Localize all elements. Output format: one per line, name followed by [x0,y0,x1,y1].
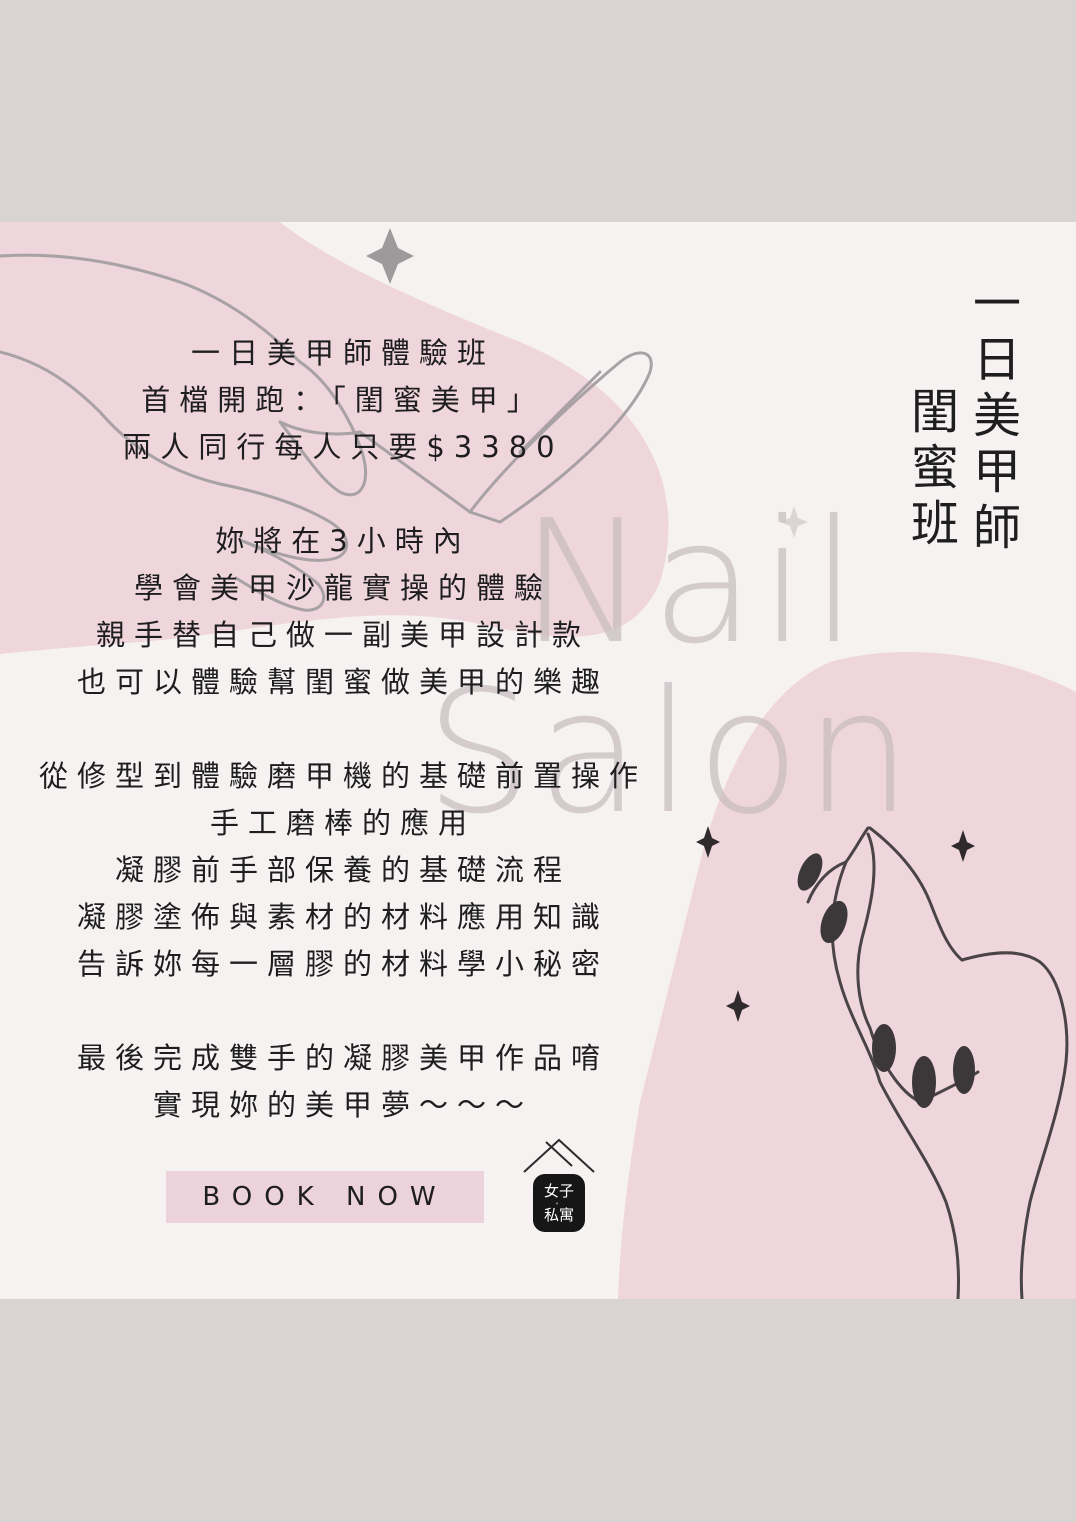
closing-line: 實現妳的美甲夢～～～ [152,1088,533,1122]
intro-line: 妳將在3小時內 [215,524,471,558]
vertical-title-col-2: 閨蜜班 [902,386,958,554]
course-line: 手工磨棒的應用 [209,806,476,840]
watermark-salon: Salon [425,654,917,852]
poster: Nail Salon 一日美甲師 閨蜜班 一日美甲師體驗班 首檔開跑：「閨蜜美甲… [0,222,1076,1299]
logo-dot: 。 [555,1199,562,1206]
intro-line: 親手替自己做一副美甲設計款 [95,618,590,652]
sparkle-icon [951,830,975,862]
nail-icon [953,1046,975,1094]
sparkle-icon [726,990,750,1022]
watermark-nail: Nail [520,484,862,682]
nail-icon [797,853,823,891]
nail-icon [912,1056,936,1108]
course-line: 凝膠塗佈與素材的材料應用知識 [76,900,609,934]
sparkle-icon [696,826,720,858]
intro-line: 也可以體驗幫閨蜜做美甲的樂趣 [76,665,609,699]
course-line: 凝膠前手部保養的基礎流程 [114,853,571,887]
pink-blob-bottom [618,652,1076,1299]
brand-logo: 女子 。 私寓 [524,1140,594,1240]
nail-icon [820,900,848,944]
logo-text-line-2: 私寓 [543,1206,574,1224]
headline-line: 首檔開跑：「閨蜜美甲」 [141,383,545,417]
nail-icon [872,1024,896,1072]
logo-text-line-1: 女子 [543,1182,574,1200]
sparkle-icon [366,228,414,284]
spacer [0,471,686,518]
logo-badge: 女子 。 私寓 [533,1174,585,1232]
intro-line: 學會美甲沙龍實操的體驗 [133,571,552,605]
course-line: 從修型到體驗磨甲機的基礎前置操作 [38,759,647,793]
hand-with-brush-illustration [0,253,653,612]
logo-roof [523,1138,595,1173]
spacer [0,988,686,1035]
vertical-title: 一日美甲師 閨蜜班 [902,278,1020,558]
course-line: 告訴妳每一層膠的材料學小秘密 [76,947,609,981]
closing-line: 最後完成雙手的凝膠美甲作品唷 [76,1041,609,1075]
pink-blob-top [0,222,669,654]
spacer [0,706,686,753]
decoration-layer [0,222,1076,1299]
hand-with-nails-illustration [797,826,1069,1299]
headline-line: 一日美甲師體驗班 [190,336,495,370]
book-now-button[interactable]: BOOK NOW [166,1171,484,1223]
headline-line: 兩人同行每人只要$3380 [122,430,564,464]
body-text: 一日美甲師體驗班 首檔開跑：「閨蜜美甲」 兩人同行每人只要$3380 妳將在3小… [0,330,686,1129]
vertical-title-col-1: 一日美甲師 [964,278,1020,558]
sparkle-icon [780,506,808,538]
